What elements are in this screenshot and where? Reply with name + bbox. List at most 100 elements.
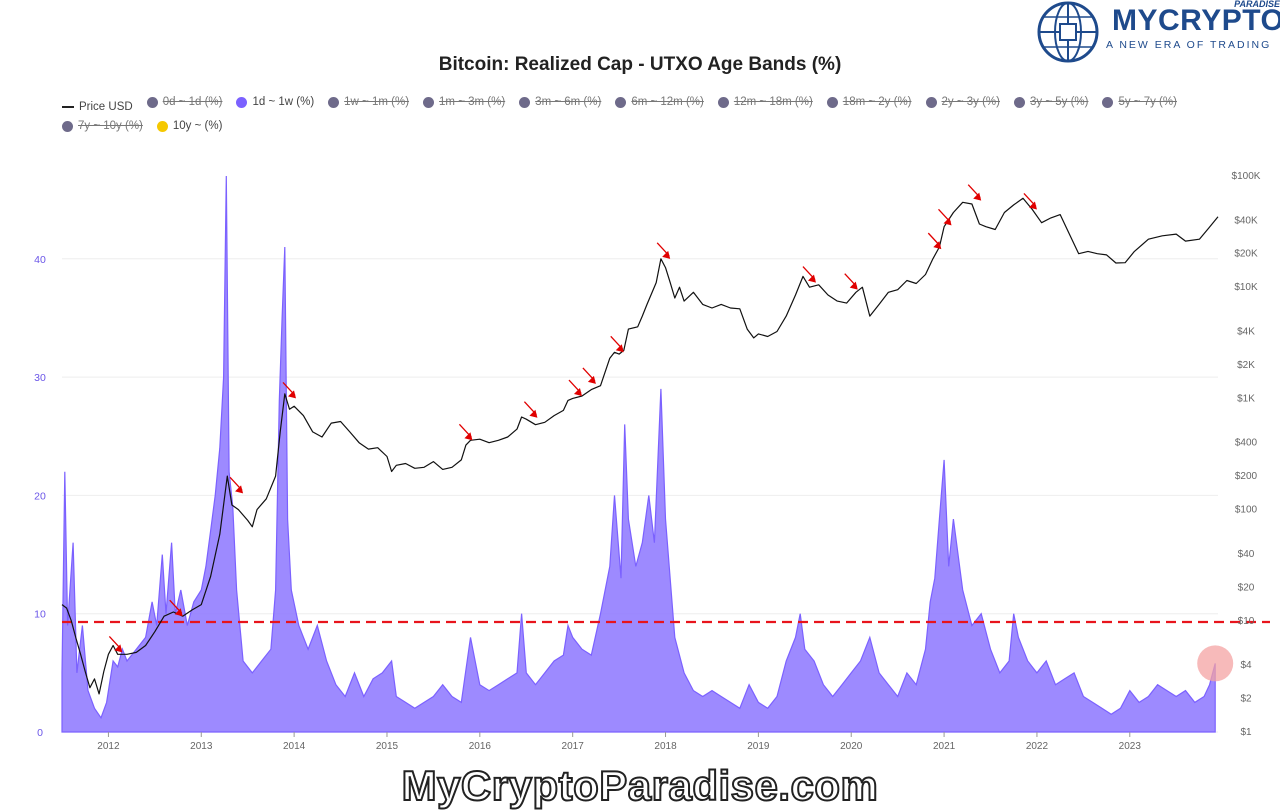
circuit-globe-icon bbox=[1037, 1, 1099, 63]
price-layer bbox=[61, 197, 1219, 695]
x-axis-tick-label: 2015 bbox=[376, 741, 399, 752]
legend-dot-marker bbox=[1013, 97, 1025, 108]
legend-dot-marker bbox=[1102, 97, 1114, 108]
right-axis-tick-label: $200 bbox=[1235, 471, 1258, 482]
red-arrow-head bbox=[849, 281, 858, 290]
x-axis-tick-label: 2017 bbox=[562, 741, 585, 752]
right-axis-tick-label: $4 bbox=[1240, 660, 1252, 671]
right-axis-tick-label: $400 bbox=[1235, 438, 1258, 449]
legend-item[interactable]: 5y ~ 7y (%) bbox=[1102, 94, 1177, 111]
red-arrow-icon bbox=[523, 401, 538, 418]
band-area-1d-1w bbox=[61, 175, 1216, 733]
x-axis-tick-label: 2022 bbox=[1026, 741, 1049, 752]
legend-item[interactable]: 1d ~ 1w (%) bbox=[236, 94, 314, 111]
band-layer bbox=[61, 175, 1216, 733]
arrow-layer bbox=[108, 184, 1037, 653]
legend-dot-marker bbox=[146, 97, 158, 108]
red-arrow-icon bbox=[927, 232, 942, 250]
left-axis-tick-label: 0 bbox=[37, 727, 43, 739]
legend-label: 6m ~ 12m (%) bbox=[631, 96, 704, 108]
x-axis-tick-label: 2021 bbox=[933, 741, 956, 752]
red-arrow-head bbox=[529, 409, 538, 418]
red-arrow-head bbox=[287, 390, 296, 399]
red-arrow-icon bbox=[229, 476, 244, 494]
brand-tag: PARADISE bbox=[1234, 0, 1280, 9]
legend-label: Price USD bbox=[79, 100, 133, 113]
right-axis-tick-label: $4K bbox=[1237, 326, 1255, 337]
legend-dot-marker bbox=[717, 97, 729, 108]
brand-name: MYCRYPTO bbox=[1112, 4, 1280, 37]
legend-label: 7y ~ 10y (%) bbox=[78, 119, 143, 132]
legend-label: 1w ~ 1m (%) bbox=[344, 96, 410, 108]
red-arrow-icon bbox=[656, 242, 671, 259]
red-arrow-icon bbox=[568, 379, 582, 397]
red-arrow-icon bbox=[610, 335, 624, 353]
legend-line-marker bbox=[62, 106, 74, 108]
red-arrow-head bbox=[464, 432, 473, 441]
x-axis-tick-label: 2014 bbox=[283, 741, 306, 752]
red-arrow-icon bbox=[458, 423, 473, 441]
right-axis-tick-label: $10 bbox=[1238, 616, 1255, 627]
legend-item[interactable]: 1m ~ 3m (%) bbox=[423, 94, 505, 111]
red-arrow-head bbox=[662, 250, 671, 259]
red-arrow-icon bbox=[169, 599, 183, 617]
legend-item[interactable]: 10y ~ (%) bbox=[156, 118, 222, 135]
legend-item[interactable]: 18m ~ 2y (%) bbox=[826, 94, 912, 111]
chart-legend: Price USD 0d ~ 1d (%) 1d ~ 1w (%) 1w ~ 1m (… bbox=[62, 94, 1262, 138]
highlight-circle bbox=[1197, 645, 1234, 682]
x-axis-tick-label: 2016 bbox=[469, 741, 492, 752]
legend-item[interactable]: 2y ~ 3y (%) bbox=[925, 94, 1000, 111]
right-axis-tick-label: $40 bbox=[1238, 549, 1255, 560]
red-arrow-head bbox=[807, 274, 816, 283]
legend-item[interactable]: 7y ~ 10y (%) bbox=[62, 118, 143, 135]
legend-item[interactable]: 3y ~ 5y (%) bbox=[1013, 94, 1089, 111]
legend-dot-marker bbox=[826, 97, 838, 108]
red-arrow-head bbox=[943, 217, 952, 226]
legend-item[interactable]: 12m ~ 18m (%) bbox=[717, 94, 813, 111]
right-axis-tick-label: $100K bbox=[1232, 171, 1261, 182]
legend-label: 12m ~ 18m (%) bbox=[733, 96, 813, 108]
legend-dot-marker bbox=[925, 97, 937, 108]
legend-dot-marker bbox=[236, 97, 248, 108]
legend-item[interactable]: 0d ~ 1d (%) bbox=[146, 94, 222, 111]
red-arrow-head bbox=[573, 388, 582, 397]
red-arrow-icon bbox=[938, 208, 952, 226]
x-axis-tick-label: 2023 bbox=[1119, 741, 1142, 752]
legend-item[interactable]: Price USD bbox=[62, 99, 133, 116]
red-arrow-icon bbox=[1023, 193, 1037, 210]
x-axis-tick-label: 2012 bbox=[97, 741, 120, 752]
x-axis-tick-label: 2020 bbox=[840, 741, 863, 752]
left-axis-tick-label: 10 bbox=[34, 609, 46, 621]
red-arrow-head bbox=[587, 375, 596, 384]
legend-dot-marker bbox=[328, 97, 340, 108]
right-axis-tick-label: $1K bbox=[1237, 393, 1255, 404]
price-line bbox=[61, 197, 1219, 695]
legend-item[interactable]: 3m ~ 6m (%) bbox=[519, 94, 601, 111]
right-axis-tick-label: $1 bbox=[1240, 727, 1252, 738]
x-axis-tick-label: 2019 bbox=[747, 741, 770, 752]
legend-label: 3y ~ 5y (%) bbox=[1029, 96, 1089, 108]
legend-label: 18m ~ 2y (%) bbox=[842, 96, 912, 108]
legend-item[interactable]: 6m ~ 12m (%) bbox=[615, 94, 704, 111]
red-arrow-head bbox=[1028, 201, 1037, 210]
brand-tagline: A NEW ERA OF TRADING bbox=[1106, 39, 1272, 51]
legend-label: 3m ~ 6m (%) bbox=[535, 96, 602, 108]
x-axis-tick-label: 2018 bbox=[654, 741, 677, 752]
red-arrow-icon bbox=[282, 381, 296, 399]
legend-dot-marker bbox=[615, 97, 627, 108]
right-axis-tick-label: $40K bbox=[1234, 215, 1258, 226]
red-arrow-icon bbox=[844, 273, 858, 290]
right-axis-tick-label: $2K bbox=[1237, 360, 1255, 371]
x-axis-tick-label: 2013 bbox=[190, 741, 213, 752]
brand-logo: MYCRYPTO PARADISE A NEW ERA OF TRADING bbox=[1034, 0, 1280, 66]
left-axis-tick-label: 40 bbox=[34, 254, 46, 266]
red-arrow-head bbox=[933, 241, 942, 250]
red-arrow-head bbox=[973, 192, 982, 201]
red-arrow-head bbox=[114, 644, 123, 653]
legend-item[interactable]: 1w ~ 1m (%) bbox=[328, 94, 409, 111]
red-arrow-head bbox=[174, 608, 183, 617]
legend-label: 2y ~ 3y (%) bbox=[941, 96, 1000, 108]
red-arrow-head bbox=[615, 344, 624, 353]
red-arrow-icon bbox=[108, 635, 123, 653]
